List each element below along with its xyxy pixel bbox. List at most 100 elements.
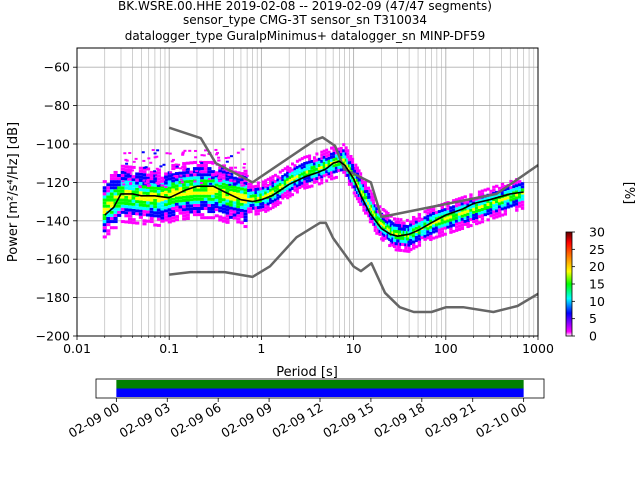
density-cell <box>109 177 115 181</box>
density-cell <box>370 195 374 199</box>
density-cell <box>153 214 158 218</box>
density-cell <box>310 175 314 179</box>
density-cell <box>113 177 118 181</box>
density-cell <box>497 214 502 218</box>
density-cell <box>509 195 513 199</box>
density-cell <box>480 214 485 218</box>
density-cell <box>486 196 490 200</box>
density-cell <box>347 161 351 165</box>
density-cell <box>164 175 169 179</box>
density-cell <box>381 226 385 230</box>
density-cell <box>367 195 371 199</box>
density-cell <box>256 206 260 210</box>
density-cell <box>344 161 348 165</box>
density-cell <box>106 204 111 208</box>
density-cell <box>446 225 450 229</box>
density-cell <box>434 220 439 224</box>
density-cell <box>229 178 234 182</box>
density-cell <box>312 162 316 166</box>
density-cell <box>283 188 287 192</box>
density-cell <box>469 208 473 212</box>
density-cell <box>247 195 251 199</box>
density-cell <box>232 207 237 211</box>
density-cell <box>269 191 273 195</box>
density-cell <box>243 225 248 229</box>
density-cell <box>407 237 411 241</box>
density-cell <box>517 204 522 208</box>
density-cell <box>149 186 154 190</box>
density-cell <box>124 205 129 209</box>
density-cell <box>271 187 275 191</box>
density-cell <box>466 203 470 207</box>
density-cell <box>383 218 387 222</box>
density-cell <box>155 181 159 184</box>
density-cell <box>423 228 427 232</box>
density-cell <box>251 197 255 201</box>
density-cell <box>432 236 436 240</box>
density-cell <box>236 217 241 221</box>
density-cell <box>420 236 424 240</box>
density-cell <box>185 189 190 193</box>
density-cell <box>243 172 248 176</box>
density-cell <box>389 230 393 234</box>
density-cell <box>207 203 212 207</box>
density-cell <box>373 207 377 211</box>
density-cell <box>381 232 385 236</box>
density-cell <box>243 188 248 192</box>
density-cell <box>392 235 396 239</box>
density-cell <box>449 224 453 228</box>
density-cell <box>394 223 398 227</box>
density-cell <box>367 202 371 206</box>
density-cell <box>200 200 205 204</box>
density-cell <box>209 182 213 185</box>
density-cell <box>394 236 398 240</box>
density-cell <box>171 219 176 223</box>
density-cell <box>215 153 219 156</box>
density-cell <box>339 156 343 160</box>
density-cell <box>134 157 138 160</box>
density-cell <box>293 173 297 177</box>
density-cell <box>363 193 367 197</box>
density-cell <box>506 199 510 203</box>
density-cell <box>283 173 287 177</box>
density-cell <box>354 194 358 198</box>
colorbar-tick-label: 10 <box>589 294 605 309</box>
density-cell <box>131 205 136 209</box>
density-cell <box>106 186 111 190</box>
density-cell <box>218 169 223 173</box>
density-cell <box>171 182 176 186</box>
density-cell <box>325 170 329 174</box>
density-cell <box>368 217 372 221</box>
density-cell <box>472 210 476 214</box>
density-cell <box>182 208 187 212</box>
density-cell <box>315 152 319 156</box>
density-cell <box>181 165 185 168</box>
timeline-tick-label: 02-09 12 <box>269 400 325 441</box>
density-cell <box>443 226 447 230</box>
density-cell <box>185 198 190 202</box>
density-cell <box>376 213 380 217</box>
density-cell <box>174 202 180 206</box>
density-cell <box>254 191 258 195</box>
density-cell <box>135 209 140 213</box>
density-cell <box>164 200 169 204</box>
density-cell <box>164 215 169 219</box>
density-cell <box>247 198 251 202</box>
density-cell <box>153 198 158 202</box>
density-cell <box>389 236 393 240</box>
density-cell <box>401 239 405 243</box>
density-cell <box>199 182 203 185</box>
density-cell <box>211 160 216 164</box>
density-cell <box>332 176 336 180</box>
density-cell <box>503 200 508 204</box>
density-cell <box>135 221 140 225</box>
density-cell <box>189 188 194 192</box>
density-cell <box>146 198 151 202</box>
density-cell <box>124 168 129 172</box>
density-cell <box>411 225 416 229</box>
density-cell <box>466 218 470 222</box>
density-cell <box>113 204 118 208</box>
density-cell <box>327 150 331 154</box>
density-cell <box>225 205 230 209</box>
density-cell <box>127 187 133 191</box>
